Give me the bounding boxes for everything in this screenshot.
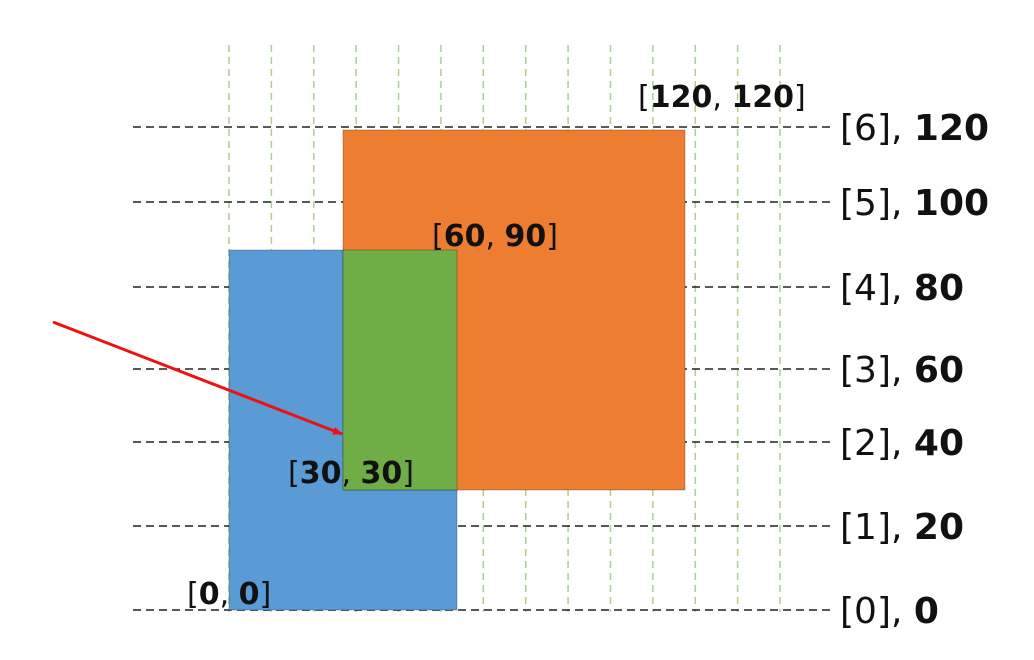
overlap-rect-green [342, 249, 458, 491]
row-label: [2], 40 [840, 423, 964, 464]
label-a-max: [60, 90] [432, 219, 558, 254]
red-arrow [52, 320, 343, 436]
arrow-layer [52, 320, 343, 436]
row-label: [5], 100 [840, 183, 989, 224]
rectangles [228, 129, 686, 611]
row-labels: [0], 0 [1], 20 [2], 40 [3], 60 [4], 80 [5], 1… [840, 108, 989, 632]
row-label: [1], 20 [840, 507, 964, 548]
corner-labels: [0, 0] [30, 30] [60, 90] [120, 120] [187, 80, 806, 612]
label-a-min: [0, 0] [187, 577, 271, 612]
row-label: [3], 60 [840, 350, 964, 391]
label-b-max: [120, 120] [638, 80, 806, 115]
row-label: [6], 120 [840, 108, 989, 149]
row-label: [0], 0 [840, 591, 939, 632]
row-label: [4], 80 [840, 268, 964, 309]
label-overlap-min: [30, 30] [288, 456, 414, 491]
